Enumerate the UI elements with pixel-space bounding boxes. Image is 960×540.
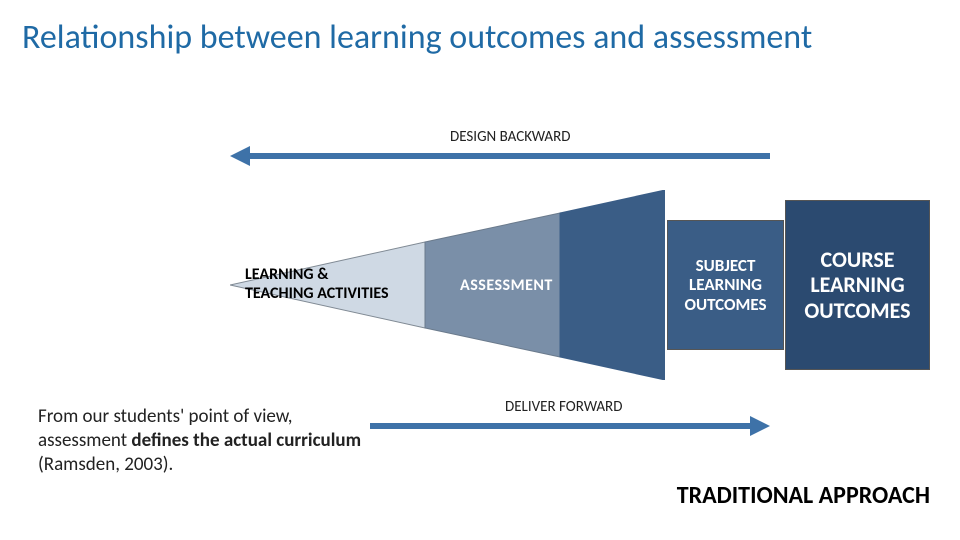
lt-line2: TEACHING ACTIVITIES <box>245 284 389 303</box>
diagram-container: DESIGN BACKWARD LEARNING & TEACHING ACTI… <box>200 130 930 450</box>
course-outcomes-text: COURSE LEARNING OUTCOMES <box>792 247 923 323</box>
traditional-approach-label: TRADITIONAL APPROACH <box>677 481 930 510</box>
quote-suffix: (Ramsden, 2003). <box>38 453 173 476</box>
subject-outcomes-box: SUBJECT LEARNING OUTCOMES <box>667 220 784 350</box>
design-backward-arrow <box>230 150 770 162</box>
arrow-line <box>370 423 752 429</box>
arrow-head-right-icon <box>750 416 770 436</box>
subject-outcomes-text: SUBJECT LEARNING OUTCOMES <box>674 256 777 315</box>
design-backward-label: DESIGN BACKWARD <box>450 128 570 146</box>
deliver-forward-label: DELIVER FORWARD <box>505 398 622 416</box>
page-title: Relationship between learning outcomes a… <box>22 18 920 57</box>
funnel-dark-segment <box>560 190 665 380</box>
quote-bold: defines the actual curriculum <box>131 429 361 452</box>
learning-teaching-label: LEARNING & TEACHING ACTIVITIES <box>245 265 389 303</box>
arrow-line <box>248 153 770 159</box>
arrow-head-left-icon <box>230 146 250 166</box>
lt-line1: LEARNING & <box>245 265 329 284</box>
quote-text: From our students' point of view, assess… <box>38 405 378 476</box>
course-outcomes-box: COURSE LEARNING OUTCOMES <box>785 200 930 370</box>
deliver-forward-arrow <box>370 420 770 432</box>
assessment-label: ASSESSMENT <box>460 276 553 295</box>
